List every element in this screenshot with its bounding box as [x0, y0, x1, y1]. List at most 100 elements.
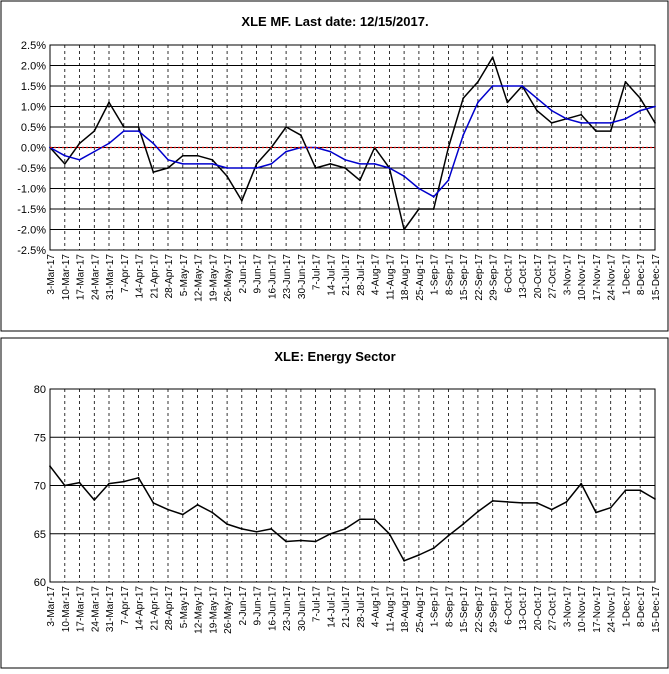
chart-top-series-1-point — [462, 134, 465, 137]
chart-bottom-series-0-point — [122, 480, 125, 483]
chart-top-x-tick-label: 21-Apr-17 — [149, 254, 160, 299]
chart-top-x-tick-label: 7-Apr-17 — [120, 254, 131, 293]
chart-top-series-1-point — [447, 179, 450, 182]
chart-top-y-tick-label: 1.5% — [21, 81, 46, 93]
chart-top-x-tick-label: 17-Nov-17 — [592, 254, 603, 301]
chart-bottom-y-tick-label: 60 — [34, 577, 46, 589]
chart-top-series-0-point — [78, 142, 81, 145]
chart-bottom-series-0-point — [447, 534, 450, 537]
chart-top-x-tick-label: 14-Apr-17 — [135, 254, 146, 299]
chart-top-series-1-point — [344, 158, 346, 161]
chart-top-series-0-point — [624, 81, 627, 83]
chart-top-series-0-point — [122, 126, 125, 128]
chart-top-series — [49, 56, 656, 231]
chart-bottom-y-ticks: 80 75 70 65 60 — [34, 384, 46, 589]
chart-top-series-1-point — [550, 109, 553, 112]
chart-top-series-0-line — [49, 56, 656, 231]
chart-bottom-series-0-point — [93, 499, 96, 501]
chart-bottom-series-0-point — [624, 489, 627, 492]
chart-top-series-1-point — [167, 158, 169, 161]
chart-bottom-series-0-point — [255, 530, 258, 533]
chart-bottom-series-0-point — [78, 481, 81, 484]
chart-bottom-x-tick-label: 25-Aug-17 — [415, 586, 426, 633]
chart-top-x-ticks: 3-Mar-17 10-Mar-17 17-Mar-17 24-Mar-17 31-Ma… — [46, 254, 662, 302]
chart-top-series-1-line — [49, 85, 656, 198]
chart-top-x-tick-label: 8-Dec-17 — [636, 254, 647, 296]
chart-top-series-0-point — [63, 163, 66, 165]
chart-top-series-0-point — [462, 97, 465, 100]
chart-top-x-tick-label: 31-Mar-17 — [105, 254, 116, 301]
chart-bottom-x-tick-label: 15-Sep-17 — [459, 586, 470, 633]
chart-top-x-tick-label: 30-Jun-17 — [297, 254, 308, 299]
chart-top-series-1-point — [270, 163, 273, 165]
chart-bottom-series-0-line — [49, 465, 656, 562]
chart-bottom-x-tick-label: 23-Jun-17 — [282, 586, 293, 631]
chart-bottom-series-0-point — [477, 510, 479, 513]
chart-bottom-x-tick-label: 24-Mar-17 — [90, 586, 101, 633]
chart-top-x-tick-label: 3-Nov-17 — [563, 254, 574, 296]
chart-top-x-tick-label: 9-Jun-17 — [253, 254, 264, 294]
chart-bottom-series-0-point — [595, 511, 597, 514]
chart-top-x-tick-label: 24-Mar-17 — [90, 254, 101, 301]
chart-top-y-tick-label: 2.5% — [21, 40, 46, 52]
chart-top-series-1-point — [506, 85, 509, 87]
chart-top-series-1-point — [78, 158, 81, 161]
chart-top-series-1-point — [491, 85, 494, 87]
chart-bottom-series-0-point — [167, 508, 169, 511]
chart-top-x-tick-label: 2-Jun-17 — [238, 254, 249, 294]
chart-top-series-1-point — [565, 117, 568, 120]
chart-top-y-tick-label: 1.0% — [21, 102, 46, 114]
chart-top-series-1-point — [329, 150, 332, 153]
chart-top-series-0-point — [300, 134, 302, 137]
chart-top-series-1-point — [240, 167, 243, 169]
chart-top-series-1-point — [137, 130, 140, 133]
chart-bottom-x-tick-label: 2-Jun-17 — [238, 586, 249, 626]
chart-bottom-series-0-point — [388, 532, 391, 535]
chart-top-series-0-point — [609, 130, 612, 133]
chart-bottom-x-tick-label: 8-Sep-17 — [444, 586, 455, 628]
chart-bottom-x-tick-label: 21-Apr-17 — [149, 586, 160, 631]
chart-bottom-y-tick-label: 75 — [34, 432, 46, 444]
chart-top-series-1-point — [300, 146, 302, 149]
chart-bottom-x-tick-label: 17-Mar-17 — [76, 586, 87, 633]
chart-top-series-0-point — [329, 163, 332, 165]
chart-bottom-series-0-point — [536, 502, 538, 504]
chart-top-title: XLE MF. Last date: 12/15/2017. — [241, 14, 428, 29]
chart-bottom-series-0-point — [580, 482, 583, 485]
chart-top-series-1-point — [595, 122, 597, 124]
chart-bottom-x-tick-label: 10-Nov-17 — [577, 586, 588, 633]
chart-top-series-1-point — [226, 167, 229, 169]
chart-top-y-tick-label: 0.0% — [21, 143, 46, 155]
chart-bottom-x-tick-label: 5-May-17 — [179, 586, 190, 629]
chart-top-x-tick-label: 18-Aug-17 — [400, 254, 411, 301]
chart-top-x-tick-label: 1-Sep-17 — [430, 254, 441, 296]
chart-top-series-1-point — [536, 97, 538, 100]
chart-top-series-1-point — [108, 142, 110, 145]
chart-top-series-0-point — [93, 130, 96, 133]
chart-top-x-tick-label: 28-Jul-17 — [356, 254, 367, 296]
chart-bottom-x-tick-label: 1-Sep-17 — [430, 586, 441, 628]
chart-top-series-0-point — [432, 208, 435, 210]
chart-top-series-0-point — [403, 228, 405, 231]
chart-top-x-tick-label: 5-May-17 — [179, 254, 190, 297]
chart-top-series-1-point — [521, 85, 524, 87]
chart-top-y-tick-label: -2.0% — [17, 225, 46, 237]
chart-bottom-series-0-point — [152, 502, 155, 504]
chart-top-series-1-point — [432, 195, 435, 198]
chart-bottom-series-0-point — [491, 500, 494, 502]
chart-bottom-series-0-point — [373, 518, 376, 521]
chart-top-series-0-point — [595, 130, 597, 133]
chart-bottom-series-0-point — [521, 502, 524, 504]
chart-top-series-0-point — [226, 175, 229, 178]
chart-top-frame — [0, 0, 669, 332]
chart-top-x-tick-label: 11-Aug-17 — [385, 254, 396, 300]
chart-top-series-0-point — [491, 56, 494, 59]
chart-bottom-x-tick-label: 7-Jul-17 — [312, 586, 323, 623]
chart-bottom-x-ticks: 3-Mar-17 10-Mar-17 17-Mar-17 24-Mar-17 31-Ma… — [46, 586, 662, 634]
chart-top-series-1-point — [580, 122, 583, 124]
chart-bottom-series-0-point — [63, 484, 66, 487]
chart-top: XLE MF. Last date: 12/15/2017. 2.5% 2.0% 1… — [0, 0, 669, 332]
chart-bottom-series-0-point — [49, 465, 51, 468]
chart-top-series-1-point — [624, 117, 627, 120]
chart-bottom-series-0-point — [137, 476, 140, 479]
